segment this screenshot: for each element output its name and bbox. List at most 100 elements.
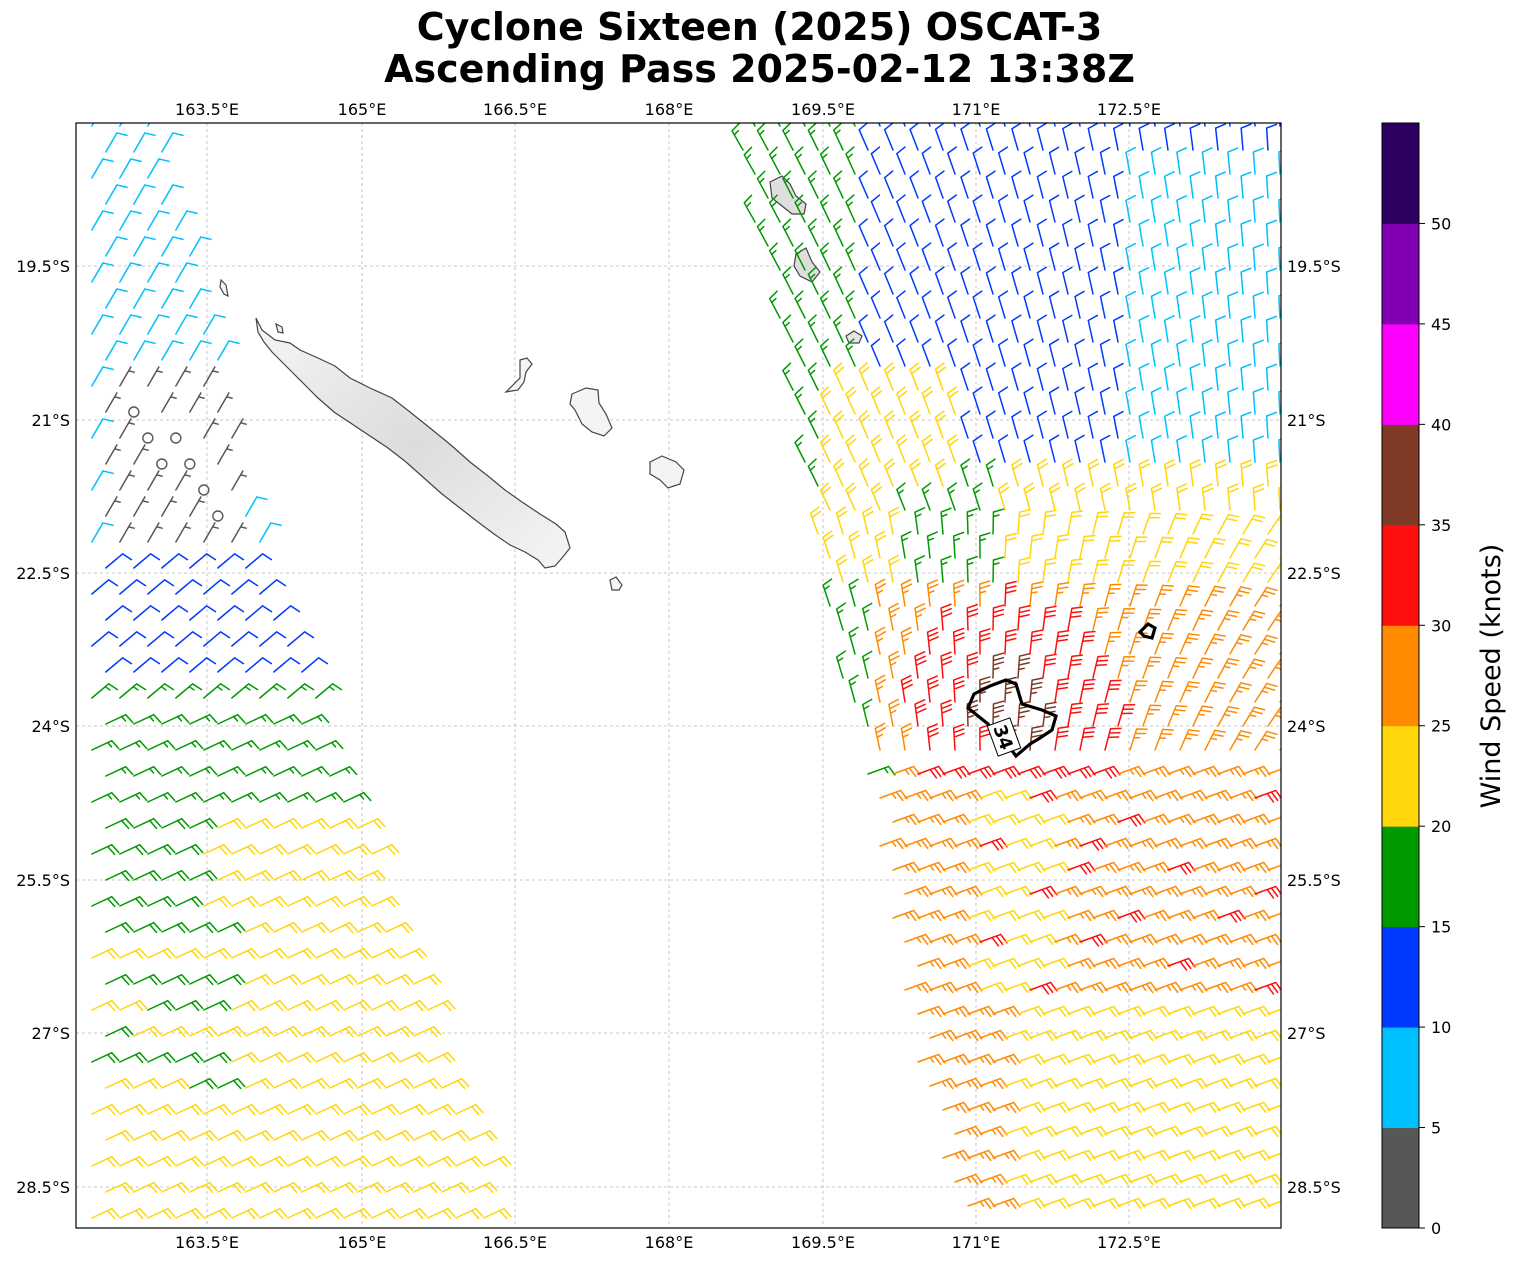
wind-barb [967, 765, 996, 779]
wind-barb [952, 627, 965, 655]
lat-label-right: 24°S [1287, 717, 1326, 736]
wind-barb [1150, 434, 1162, 463]
colorbar-tick-label: 35 [1431, 516, 1451, 535]
wind-barb [315, 999, 344, 1012]
wind-barb [259, 1051, 288, 1064]
island-vanuatu-2 [793, 247, 821, 283]
wind-barb [133, 1025, 162, 1038]
wind-barb [217, 817, 246, 830]
wind-barb [147, 470, 163, 491]
wind-barb [315, 1207, 344, 1220]
wind-barb [946, 434, 959, 463]
wind-barb [315, 1155, 344, 1168]
wind-barb [385, 1077, 414, 1090]
wind-barb [992, 861, 1021, 874]
wind-barb [809, 506, 822, 535]
wind-barb [1036, 218, 1048, 247]
wind-barb [259, 579, 287, 595]
wind-barb [979, 580, 991, 607]
wind-barb [287, 1051, 316, 1064]
wind-barb [175, 314, 198, 335]
wind-barb [1279, 988, 1281, 991]
colorbar-bin [1382, 123, 1419, 224]
wind-barb [1189, 459, 1202, 487]
wind-barb [960, 123, 971, 151]
wind-barb [985, 362, 996, 391]
wind-barb [1189, 315, 1201, 343]
wind-barb [133, 496, 149, 517]
wind-barb [1011, 362, 1022, 391]
wind-barb [1176, 435, 1188, 463]
wind-barb [934, 266, 945, 295]
wind-barb [1214, 267, 1227, 295]
wind-barb [329, 869, 358, 882]
wind-barb [896, 482, 906, 511]
wind-barb [1267, 1152, 1281, 1159]
wind-barb [1154, 1173, 1183, 1186]
wind-barb [1217, 705, 1240, 727]
wind-barb [1227, 195, 1239, 223]
wind-barb [1017, 1101, 1046, 1114]
wind-barb [1017, 1053, 1046, 1066]
wind-barb [357, 1025, 386, 1038]
wind-barb [1142, 608, 1162, 631]
wind-barb [1229, 538, 1252, 559]
wind-barb [147, 262, 170, 283]
wind-barb [427, 1155, 456, 1168]
wind-barb [896, 146, 906, 175]
wind-barb [1011, 266, 1022, 295]
wind-barb [1104, 933, 1133, 946]
wind-barb [161, 1181, 190, 1194]
wind-barb [782, 170, 794, 199]
wind-barb [1192, 513, 1214, 535]
wind-barb [967, 1053, 996, 1066]
wind-barb [1092, 957, 1121, 970]
wind-barb [985, 170, 996, 199]
wind-barb [1054, 1125, 1083, 1138]
wind-barb [946, 242, 957, 271]
wind-barb [1054, 1029, 1083, 1042]
wind-barb [1142, 1101, 1171, 1114]
wind-barb [1229, 682, 1252, 703]
island-vanuatu-3 [845, 330, 863, 344]
wind-barb [1092, 765, 1121, 779]
wind-barb [1229, 837, 1258, 850]
wind-barb [972, 434, 983, 463]
wind-barb [858, 362, 870, 391]
wind-barb [1054, 582, 1070, 607]
wind-barb [91, 158, 114, 179]
wind-barb [1217, 957, 1246, 970]
wind-barb [1011, 314, 1022, 343]
wind-barb [1017, 861, 1046, 874]
wind-barb [273, 817, 302, 830]
wind-barb [1142, 704, 1162, 727]
wind-barb [1252, 195, 1264, 223]
wind-barb [1204, 981, 1233, 994]
wind-barb [1087, 362, 1099, 391]
wind-barb [343, 791, 372, 803]
wind-barb [1129, 885, 1158, 898]
wind-barb [1087, 218, 1099, 247]
wind-barb [870, 146, 881, 175]
wind-barb [1189, 123, 1201, 151]
wind-barb [1062, 362, 1073, 391]
wind-barb [1201, 483, 1214, 511]
wind-barb [967, 909, 996, 922]
wind-barb [1004, 885, 1033, 898]
wind-barb [1036, 123, 1048, 151]
wind-barb [175, 522, 191, 543]
wind-barb [870, 338, 881, 367]
wind-barb [1042, 557, 1057, 583]
lon-label-bottom: 163.5°E [175, 1233, 239, 1252]
wind-barb [1125, 482, 1137, 511]
wind-barb [203, 999, 232, 1012]
wind-barb [917, 861, 946, 874]
wind-barb [743, 194, 756, 223]
wind-barb [1054, 981, 1083, 994]
wind-barb [1217, 561, 1240, 583]
wind-barb [147, 1155, 176, 1168]
wind-barb [833, 410, 845, 439]
wind-barb [170, 432, 182, 444]
wind-barb [917, 1053, 946, 1066]
wind-barb [1042, 813, 1071, 826]
